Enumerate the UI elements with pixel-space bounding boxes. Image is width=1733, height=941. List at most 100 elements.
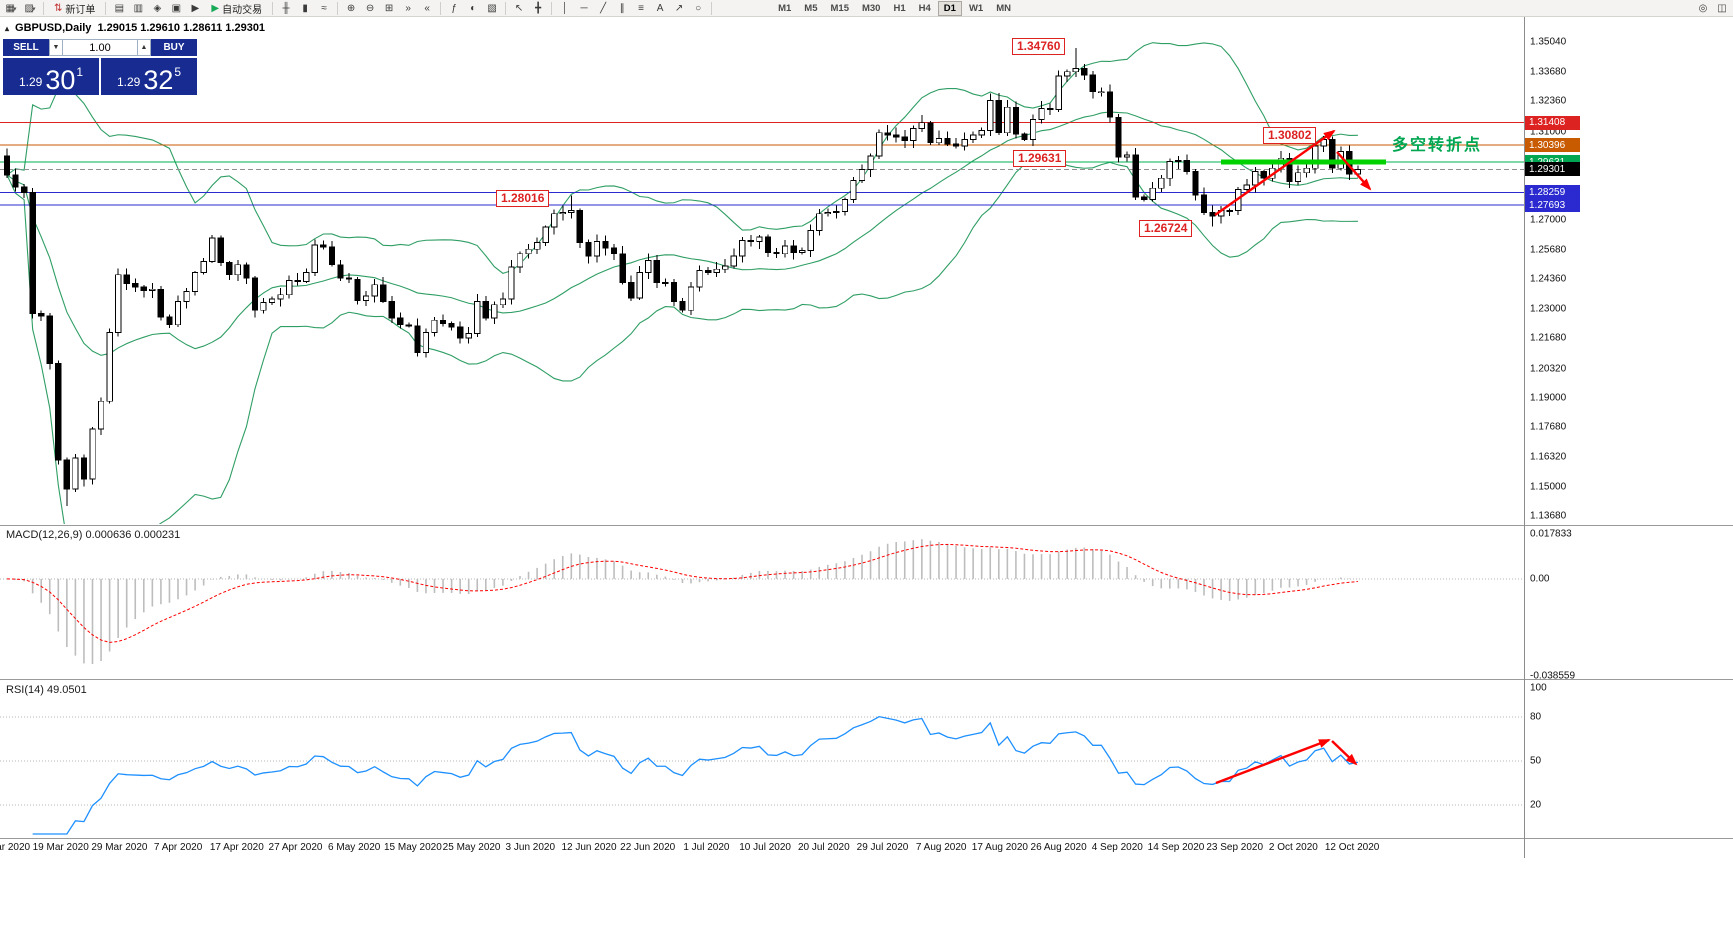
new-chart-icon-dropdown[interactable]: ▾ <box>12 5 17 13</box>
date-tick: 7 Apr 2020 <box>153 842 203 853</box>
lot-decrease-button[interactable]: ▼ <box>49 39 63 56</box>
turning-point-label[interactable]: 多空转折点 <box>1392 137 1483 154</box>
price-tick: 1.19000 <box>1530 392 1567 404</box>
macd-histogram <box>14 539 1359 665</box>
text-icon[interactable]: A <box>651 1 669 16</box>
templates-icon[interactable]: ▧ <box>483 1 501 16</box>
rsi-axis-label: 20 <box>1530 799 1542 811</box>
toolbar-separator <box>272 1 274 15</box>
price-tick: 1.27000 <box>1530 214 1567 226</box>
strategy-tester-icon[interactable]: ▶ <box>186 1 204 16</box>
search-icon[interactable]: ◎ <box>1694 1 1712 16</box>
date-tick: 2 Oct 2020 <box>1268 842 1318 853</box>
trend-arrow[interactable] <box>1331 740 1358 766</box>
timeframe-H4[interactable]: H4 <box>913 1 937 16</box>
sell-price-button[interactable]: 1.29 30 1 <box>3 58 99 95</box>
profiles-icon[interactable]: ▨▾ <box>21 1 39 16</box>
new-order-button[interactable]: ⇅ 新订单 <box>48 1 101 16</box>
vertical-line-icon-glyph: │ <box>561 2 569 14</box>
shapes-icon-glyph: ○ <box>695 2 702 14</box>
date-tick: 14 Sep 2020 <box>1147 842 1205 853</box>
trendline-icon[interactable]: ╱ <box>594 1 612 16</box>
price-tick: 1.35040 <box>1530 36 1567 48</box>
date-tick: 6 May 2020 <box>328 842 381 853</box>
new-chart-icon[interactable]: ▦▾ <box>2 1 20 16</box>
tile-windows-icon-glyph: ⊞ <box>384 2 394 14</box>
date-tick: 23 Sep 2020 <box>1206 842 1264 853</box>
sell-button[interactable]: SELL <box>3 39 49 56</box>
timeframe-M1[interactable]: M1 <box>772 1 797 16</box>
terminal-icon[interactable]: ▣ <box>167 1 185 16</box>
arrows-icon[interactable]: ↗ <box>670 1 688 16</box>
timeframe-MN[interactable]: MN <box>990 1 1017 16</box>
price-axis-box-1.31408: 1.31408 <box>1525 115 1580 130</box>
timeframe-H1[interactable]: H1 <box>887 1 911 16</box>
channel-icon[interactable]: ∥ <box>613 1 631 16</box>
indicators-icon[interactable]: ƒ <box>445 1 463 16</box>
buy-price-head: 1.29 <box>116 75 141 89</box>
periods-icon[interactable]: ◐ <box>464 1 482 16</box>
timeframe-M30[interactable]: M30 <box>856 1 886 16</box>
zoom-out-icon[interactable]: ⊖ <box>361 1 379 16</box>
date-tick: 3 Jun 2020 <box>505 842 556 853</box>
vertical-line-icon[interactable]: │ <box>556 1 574 16</box>
date-tick: 12 Jun 2020 <box>561 842 617 853</box>
price-tick: 1.33680 <box>1530 66 1567 78</box>
date-tick: 15 May 2020 <box>383 842 442 853</box>
lot-increase-button[interactable]: ▲ <box>137 39 151 56</box>
date-tick: 17 Aug 2020 <box>971 842 1028 853</box>
cursor-icon-glyph: ↖ <box>514 2 524 14</box>
macd-header: MACD(12,26,9) 0.000636 0.000231 <box>6 529 181 541</box>
auto-scroll-icon[interactable]: » <box>399 1 417 16</box>
horizontal-line-icon[interactable]: ─ <box>575 1 593 16</box>
profiles-icon-glyph: ▨ <box>24 2 34 14</box>
navigator-icon[interactable]: ◈ <box>148 1 166 16</box>
auto-trading-button-label: 自动交易 <box>222 4 263 16</box>
fibonacci-icon[interactable]: ≡ <box>632 1 650 16</box>
fullscreen-icon[interactable]: ◫ <box>1713 1 1731 16</box>
line-chart-icon[interactable]: ≈ <box>315 1 333 16</box>
lot-size-input[interactable]: 1.00 <box>63 39 137 56</box>
trend-arrow[interactable] <box>1214 129 1336 216</box>
data-window-icon[interactable]: ▥ <box>129 1 147 16</box>
date-tick: 1 Jul 2020 <box>683 842 730 853</box>
terminal-icon-glyph: ▣ <box>171 2 182 14</box>
timeframe-M5[interactable]: M5 <box>798 1 823 16</box>
date-tick: 29 Jul 2020 <box>856 842 909 853</box>
rsi-axis-label: 80 <box>1530 711 1542 723</box>
timeframe-W1[interactable]: W1 <box>963 1 989 16</box>
zoom-in-icon[interactable]: ⊕ <box>342 1 360 16</box>
auto-trading-icon: ▶ <box>211 2 220 14</box>
sell-price-head: 1.29 <box>18 75 43 89</box>
candlestick-icon[interactable]: ▮ <box>296 1 314 16</box>
chart-title: ▴ GBPUSD,Daily 1.29015 1.29610 1.28611 1… <box>5 22 265 34</box>
crosshair-icon[interactable]: ╋ <box>529 1 547 16</box>
profiles-icon-dropdown[interactable]: ▾ <box>31 5 36 13</box>
price-callout-label[interactable]: 1.26724 <box>1139 220 1193 237</box>
data-window-icon-glyph: ▥ <box>133 2 144 14</box>
price-tick: 1.17680 <box>1530 421 1567 433</box>
trend-arrow[interactable] <box>1336 151 1372 191</box>
shapes-icon[interactable]: ○ <box>689 1 707 16</box>
tile-windows-icon[interactable]: ⊞ <box>380 1 398 16</box>
timeframe-M15[interactable]: M15 <box>825 1 855 16</box>
chart-shift-icon[interactable]: « <box>418 1 436 16</box>
fibonacci-icon-glyph: ≡ <box>638 2 645 14</box>
chart-ohlc-values: 1.29015 1.29610 1.28611 1.29301 <box>97 22 266 34</box>
main-toolbar: ▦▾ ▨▾ ⇅ 新订单 ▤ ▥ ◈ ▣ ▶ ▶ 自动交易 ╫ ▮ ≈ ⊕ ⊖ ⊞» «ƒ ◐ ▧ ↖ ╋ │ ─ ╱ ∥ ≡ A ↗ ○ M… <box>0 0 1733 17</box>
bar-chart-icon[interactable]: ╫ <box>277 1 295 16</box>
price-callout-label[interactable]: 1.30802 <box>1263 127 1317 144</box>
price-callout-label[interactable]: 1.34760 <box>1012 38 1066 55</box>
auto-trading-button[interactable]: ▶ 自动交易 <box>205 1 268 16</box>
market-watch-icon[interactable]: ▤ <box>110 1 128 16</box>
buy-price-button[interactable]: 1.29 32 5 <box>101 58 197 95</box>
price-tick: 1.23000 <box>1530 303 1567 315</box>
price-callout-label[interactable]: 1.28016 <box>496 190 550 207</box>
timeframe-D1[interactable]: D1 <box>937 0 962 16</box>
buy-button[interactable]: BUY <box>151 39 197 56</box>
toolbar-separator <box>337 1 339 15</box>
trend-arrow[interactable] <box>1215 738 1331 785</box>
price-callout-label[interactable]: 1.29631 <box>1013 150 1067 167</box>
cursor-icon[interactable]: ↖ <box>510 1 528 16</box>
